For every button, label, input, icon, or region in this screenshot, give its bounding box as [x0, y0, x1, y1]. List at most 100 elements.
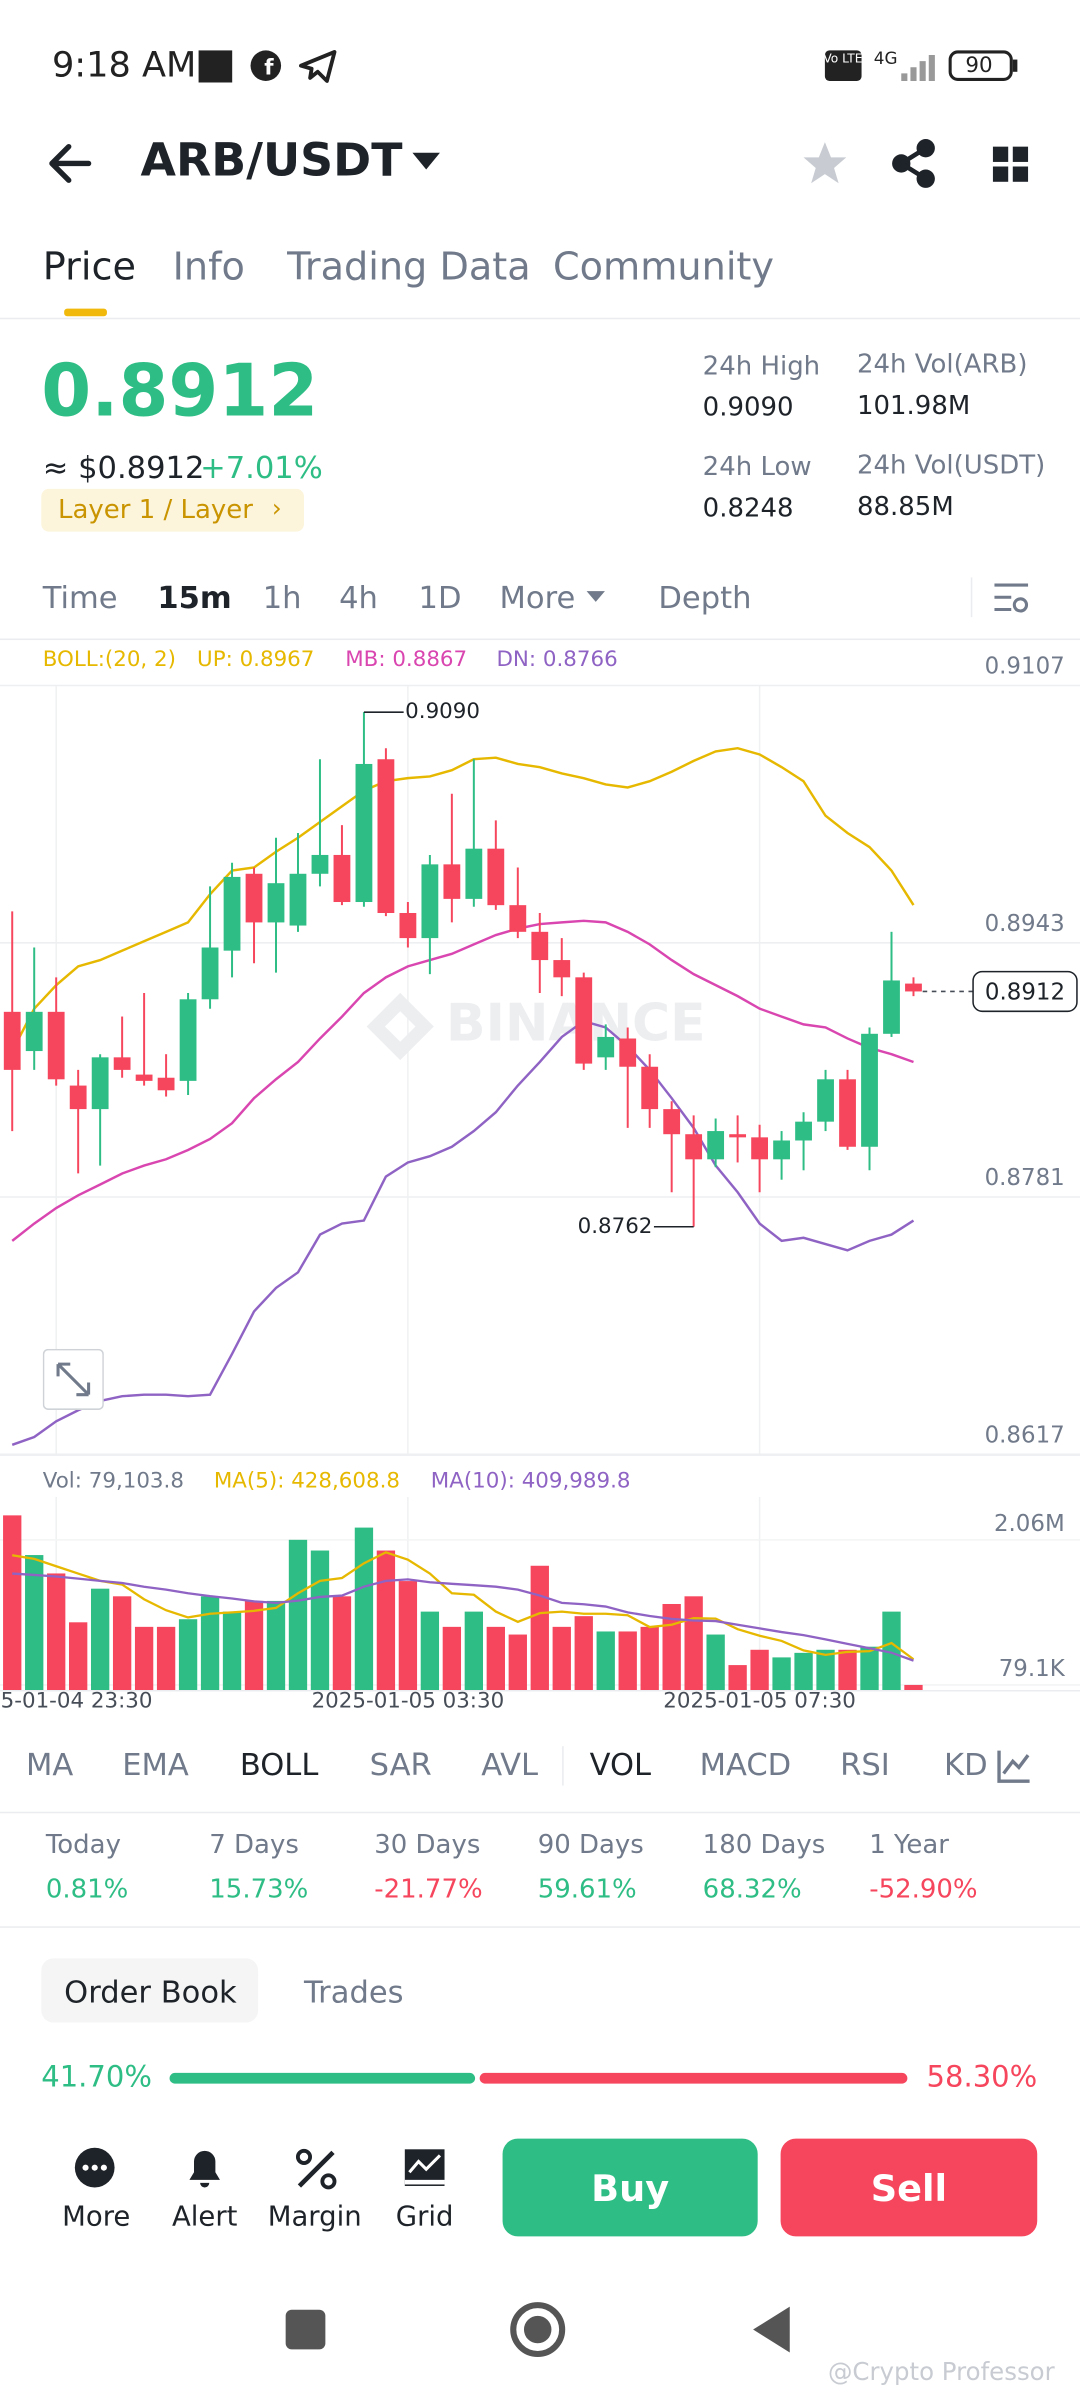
tab[interactable]: Community: [552, 244, 775, 289]
recents-button[interactable]: [285, 2309, 326, 2350]
last-price-box: [972, 970, 1078, 1013]
candle-body: [311, 854, 329, 874]
interval[interactable]: Depth: [658, 578, 752, 616]
indicator-settings[interactable]: [971, 1738, 1080, 1794]
y-tick-label: 0.9107: [985, 654, 1065, 680]
interval[interactable]: More: [499, 578, 576, 616]
indicator[interactable]: VOL: [589, 1746, 652, 1783]
period-change: 15.73%: [209, 1874, 309, 1905]
watermark-logo: [366, 992, 434, 1061]
volume-bar: [288, 1539, 308, 1691]
order-tab[interactable]: Trades: [303, 1973, 404, 2011]
sell-button[interactable]: [780, 2138, 1038, 2237]
telegram-icon: [299, 50, 337, 83]
tab[interactable]: Info: [172, 244, 245, 289]
candle-body: [685, 1134, 703, 1160]
interval[interactable]: 4h: [339, 578, 378, 616]
home-button[interactable]: [510, 2302, 566, 2358]
stat-label: 24h High: [702, 351, 821, 382]
back-button[interactable]: [753, 2306, 790, 2353]
sector-tag[interactable]: Layer 1 / Layer: [58, 494, 253, 526]
legend-entry: MB: 0.8867: [345, 647, 467, 672]
tab[interactable]: Price: [42, 244, 136, 289]
share-icon[interactable]: [892, 139, 935, 188]
volume-bar: [684, 1596, 703, 1691]
expand-button[interactable]: [42, 1348, 104, 1410]
volume-bar: [25, 1555, 44, 1691]
home-dot: [523, 2315, 552, 2344]
chart-settings-icon[interactable]: [994, 583, 1029, 613]
battery-icon: [948, 50, 1013, 81]
volume-bar: [420, 1611, 440, 1691]
indicator[interactable]: MA: [25, 1746, 74, 1783]
stat-value: 0.9090: [702, 392, 794, 424]
favorite-icon[interactable]: [803, 142, 847, 184]
tag-pill[interactable]: [41, 488, 304, 532]
ma-line: [12, 1551, 915, 1661]
indicator[interactable]: MACD: [699, 1746, 792, 1783]
interval[interactable]: Time: [42, 578, 118, 616]
max-label: 0.9090: [405, 699, 480, 724]
volume-bar: [112, 1596, 132, 1691]
candle-body: [47, 1011, 65, 1080]
indicator[interactable]: SAR: [369, 1746, 432, 1783]
action-label[interactable]: Grid: [395, 2201, 454, 2234]
tab[interactable]: Trading Data: [287, 244, 531, 289]
volume-bar: [134, 1626, 154, 1691]
tag-arrow: ›: [271, 493, 282, 523]
volume-bar: [266, 1600, 286, 1691]
indicator[interactable]: BOLL: [239, 1746, 319, 1783]
indicator[interactable]: KD: [944, 1746, 988, 1783]
buy-ratio-bar: [169, 2072, 475, 2084]
interval-icons: [586, 577, 1029, 618]
volume-bar: [200, 1596, 220, 1691]
action-label[interactable]: Alert: [171, 2201, 238, 2234]
volume-bar: [750, 1649, 769, 1691]
y-tick-label: 0.8781: [985, 1165, 1065, 1191]
status-icon: [198, 50, 233, 83]
action-label[interactable]: More: [62, 2201, 131, 2234]
buy-button[interactable]: [502, 2138, 758, 2237]
y-tick-label: 79.1K: [999, 1656, 1066, 1682]
action-label[interactable]: Margin: [267, 2201, 362, 2234]
last-price: 0.8912: [41, 349, 319, 434]
order-tab[interactable]: Order Book: [64, 1973, 237, 2011]
period-change: 59.61%: [537, 1874, 637, 1905]
period-change: 68.32%: [702, 1874, 802, 1905]
battery-level: 90: [965, 53, 993, 78]
volume-bar: [178, 1619, 198, 1691]
candle-body: [883, 980, 900, 1034]
volume-bar: [354, 1527, 374, 1691]
grid-bot-icon[interactable]: [404, 2149, 445, 2186]
pair-dropdown-icon[interactable]: [412, 152, 440, 170]
tab-pill[interactable]: [41, 1958, 259, 2023]
candle-body: [729, 1134, 747, 1138]
band-line: [11, 746, 915, 1052]
divider: [0, 638, 1080, 641]
interval[interactable]: 1D: [418, 578, 462, 616]
margin-icon[interactable]: [295, 2148, 337, 2190]
indicator[interactable]: EMA: [122, 1746, 189, 1783]
volume-bar: [772, 1657, 791, 1691]
sell-label[interactable]: Sell: [870, 2167, 948, 2211]
candle-body: [333, 854, 351, 903]
indicator[interactable]: RSI: [840, 1746, 890, 1783]
volume-bar: [860, 1646, 879, 1691]
candle-body: [91, 1057, 109, 1110]
candle-body: [25, 1011, 43, 1052]
volume-bar: [90, 1588, 110, 1691]
interval[interactable]: 1h: [262, 578, 302, 616]
grid-menu-icon[interactable]: [992, 146, 1029, 182]
stat-value: 101.98M: [856, 391, 971, 422]
y-tick-label: 0.8943: [985, 911, 1065, 937]
pair-title[interactable]: ARB/USDT: [140, 134, 403, 188]
status-time: 9:18 AM: [51, 45, 197, 86]
buy-label[interactable]: Buy: [591, 2167, 670, 2211]
candle-body: [377, 759, 395, 913]
candle-body: [509, 905, 527, 932]
alert-icon[interactable]: [189, 2150, 220, 2188]
back-icon[interactable]: [49, 143, 92, 183]
candle-body: [553, 960, 571, 978]
indicator[interactable]: AVL: [481, 1746, 539, 1783]
interval[interactable]: 15m: [157, 578, 232, 616]
